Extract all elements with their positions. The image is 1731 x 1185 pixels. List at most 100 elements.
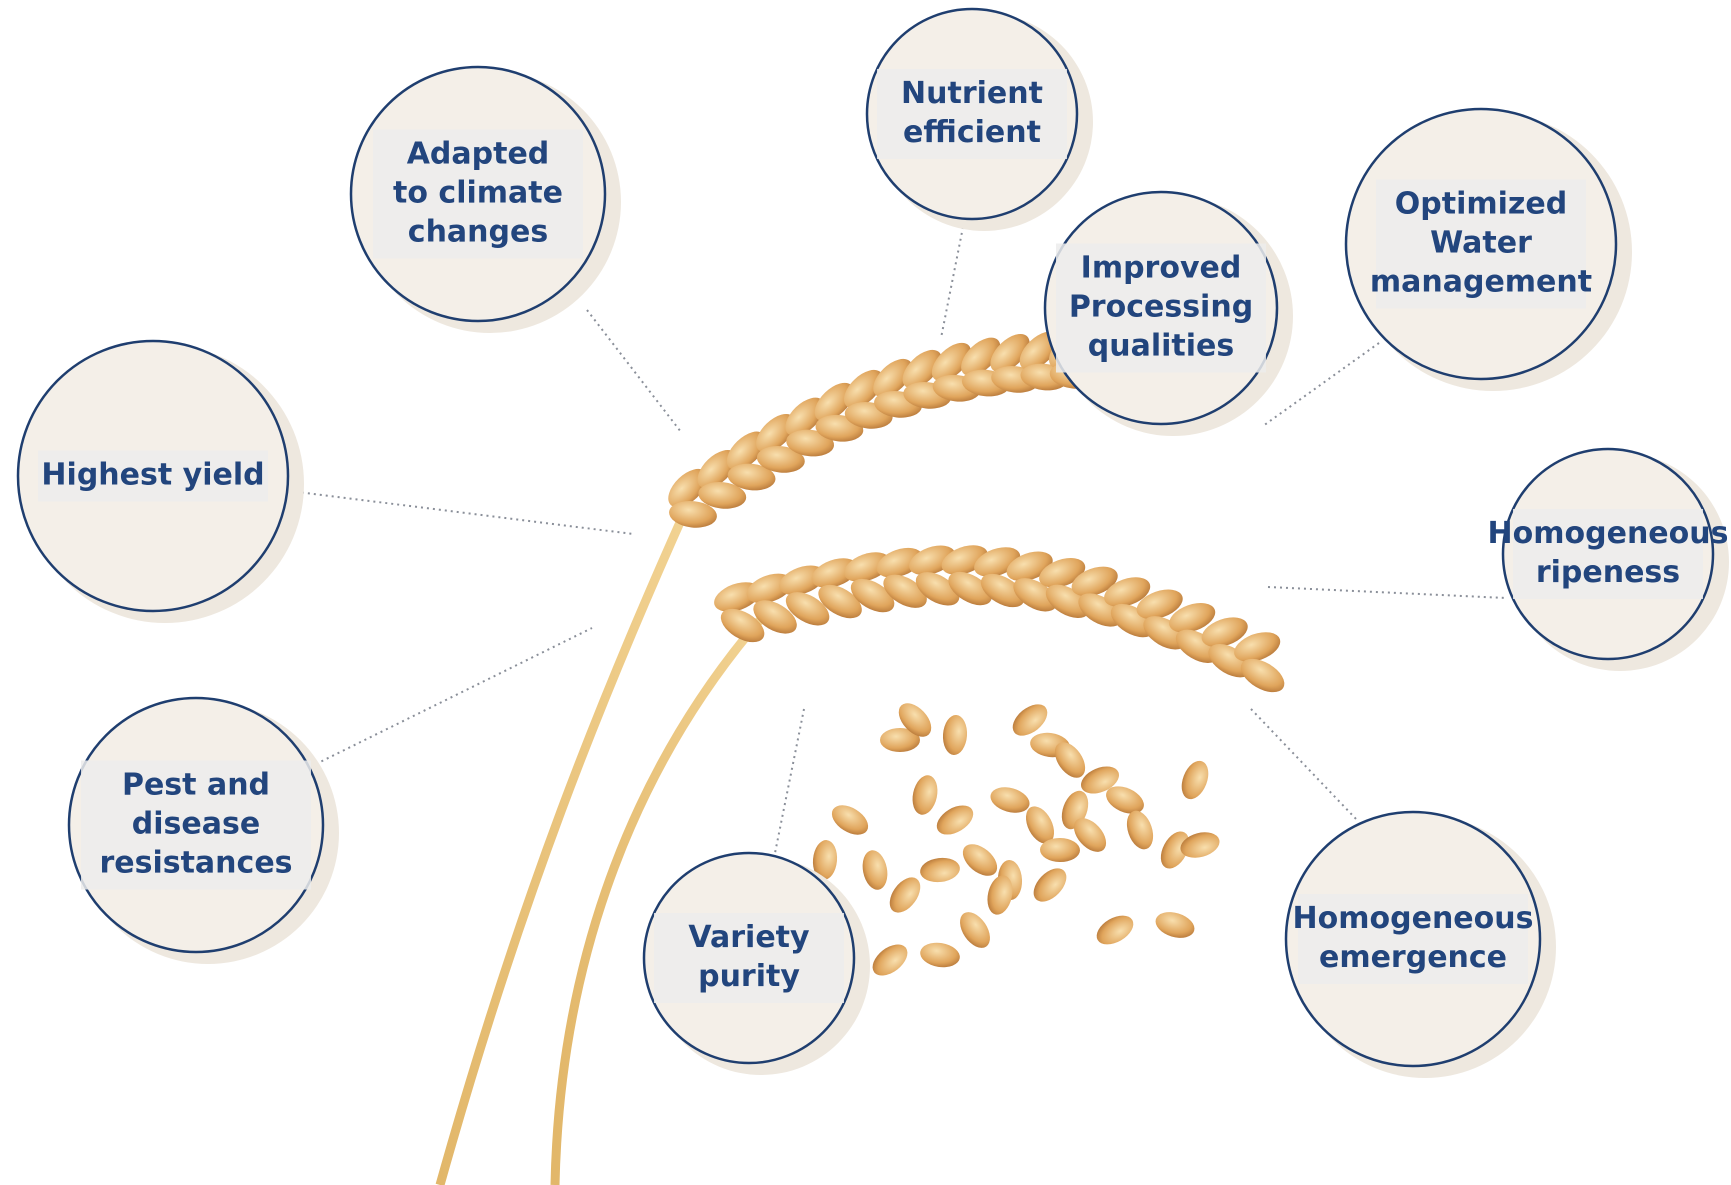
wheat-grain — [1240, 658, 1285, 693]
connector-line — [586, 309, 682, 433]
wheat-grain — [753, 600, 797, 634]
wheat-grain — [1201, 617, 1248, 647]
wheat-seed — [1073, 818, 1107, 852]
label-backdrop — [877, 69, 1067, 159]
node-label: Improved — [1081, 251, 1242, 286]
wheat-grain — [844, 552, 891, 582]
wheat-seed — [1025, 806, 1055, 844]
wheat-grain — [811, 558, 858, 588]
node-label: Variety — [688, 920, 810, 955]
node-label: Homogeneous — [1293, 901, 1534, 936]
wheat-seed — [1155, 912, 1195, 938]
node-label: management — [1370, 265, 1592, 300]
wheat-grain — [727, 463, 776, 491]
wheat-grain — [1071, 566, 1118, 597]
node-label: Pest and — [122, 768, 270, 803]
wheat-seed — [1012, 704, 1048, 736]
wheat-illustration — [435, 328, 1285, 1185]
wheat-seed — [912, 775, 938, 815]
node-label: Highest yield — [41, 458, 264, 493]
wheat-grain — [1234, 632, 1281, 662]
node-label: purity — [698, 959, 800, 994]
wheat-seed — [889, 877, 921, 913]
wheat-grain — [726, 431, 766, 470]
wheat-seed — [1181, 760, 1209, 800]
feature-node: Highest yield — [16, 339, 304, 623]
feature-node: Nutrient efficient — [865, 7, 1093, 231]
wheat-grain — [785, 592, 830, 626]
wheat-seed — [936, 805, 974, 835]
connector-line — [315, 627, 593, 765]
feature-node: Optimized Water management — [1344, 107, 1632, 391]
node-label: disease — [132, 807, 260, 842]
wheat-grain — [1169, 602, 1216, 633]
wheat-grain — [873, 358, 913, 398]
label-backdrop — [373, 129, 583, 259]
connector-line — [1250, 708, 1358, 821]
wheat-grain — [1013, 578, 1057, 612]
wheat-seed — [1033, 868, 1067, 902]
wheat-grain — [698, 482, 747, 509]
wheat-seed — [862, 850, 888, 890]
wheat-grain — [961, 337, 1001, 376]
connector-line — [289, 490, 634, 535]
node-label: Processing — [1069, 290, 1253, 325]
wheat-grain — [1104, 577, 1151, 607]
feature-circles: Adapted to climate changes Nutrient efficien… — [16, 7, 1729, 1078]
wheat-seed — [942, 715, 968, 755]
node-label: ripeness — [1536, 555, 1680, 590]
wheat-seed — [960, 912, 990, 948]
connector-line — [774, 708, 805, 854]
wheat-seed — [920, 857, 960, 883]
feature-node: Variety purity — [642, 851, 870, 1075]
node-label: to climate — [393, 176, 563, 211]
wheat-seed — [831, 805, 869, 835]
node-label: resistances — [99, 846, 292, 881]
wheat-grain — [818, 584, 862, 619]
wheat-grain — [720, 608, 765, 643]
wheat-seed — [987, 875, 1013, 915]
node-label: Water — [1430, 226, 1532, 261]
wheat-seed — [1054, 742, 1086, 778]
node-label: Adapted — [407, 137, 550, 172]
wheat-grain — [785, 397, 825, 436]
wheat-seed — [962, 844, 998, 876]
wheat-seed — [812, 840, 838, 880]
wheat-grain — [786, 429, 835, 457]
wheat-seed — [1040, 837, 1080, 863]
label-backdrop — [1298, 894, 1528, 984]
node-label: qualities — [1088, 329, 1234, 364]
connector-line — [940, 226, 964, 339]
wheat-grain — [902, 349, 942, 389]
wheat-seed — [1096, 915, 1134, 945]
node-label: Nutrient — [901, 76, 1043, 111]
wheat-grain — [669, 500, 717, 528]
feature-node: Homogeneous ripeness — [1488, 447, 1729, 671]
feature-node: Adapted to climate changes — [349, 65, 621, 333]
wheat-grain — [814, 382, 854, 422]
node-label: Homogeneous — [1488, 516, 1729, 551]
wheat-grain — [756, 413, 796, 453]
wheat-grain — [990, 333, 1030, 373]
wheat-seed — [1126, 810, 1154, 850]
wheat-seed — [1160, 831, 1190, 869]
wheat-grain — [883, 574, 927, 608]
wheat-grain — [931, 342, 971, 382]
node-label: emergence — [1319, 940, 1507, 975]
connector-line — [1267, 586, 1507, 599]
wheat-seed — [1106, 786, 1144, 814]
label-backdrop — [1513, 509, 1703, 599]
wheat-seed — [1180, 832, 1220, 858]
wheat-grain — [850, 578, 895, 613]
feature-node: Improved Processing qualities — [1043, 190, 1293, 436]
connector-lines — [289, 226, 1507, 854]
label-backdrop — [38, 450, 268, 502]
wheat-seed — [880, 728, 920, 752]
wheat-grain — [1039, 558, 1086, 588]
wheat-seed — [1081, 766, 1119, 794]
wheat-seed — [920, 942, 960, 968]
feature-node: Pest and disease resistances — [67, 696, 339, 964]
label-backdrop — [1056, 243, 1266, 373]
wheat-stem — [550, 617, 764, 1185]
